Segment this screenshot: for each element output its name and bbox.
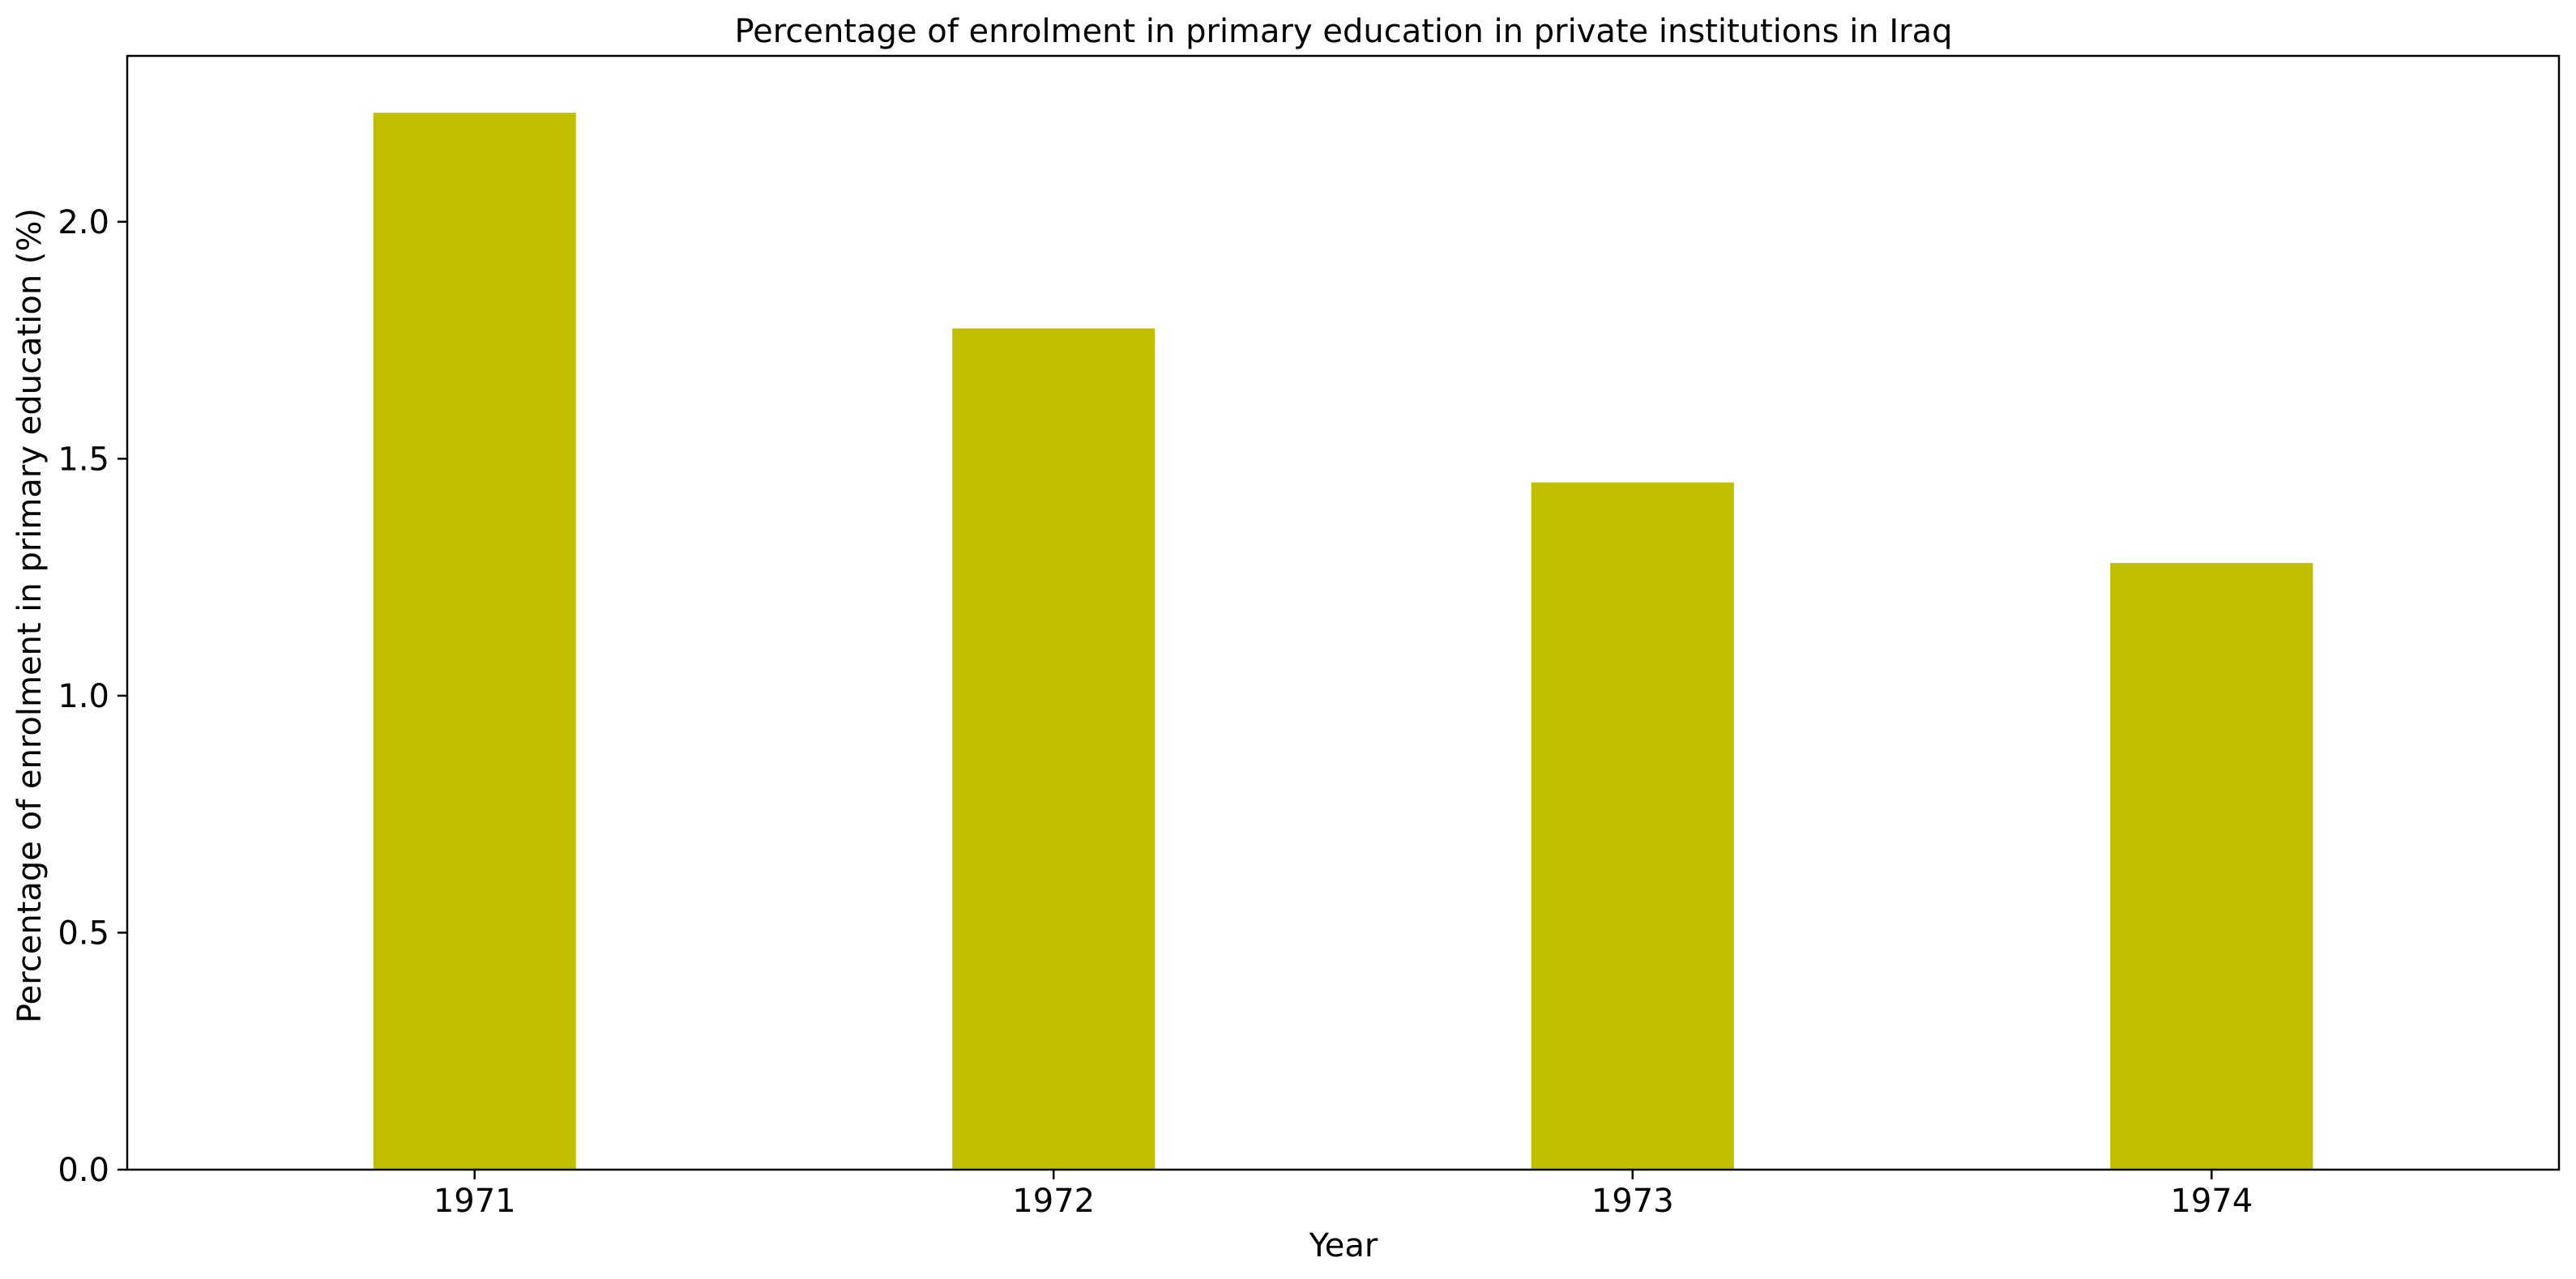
y-tick-label: 2.0	[58, 204, 109, 241]
x-tick-label: 1974	[2170, 1183, 2253, 1220]
x-tick-label: 1972	[1012, 1183, 1095, 1220]
bars-group	[373, 113, 2313, 1170]
bar-1974	[2110, 563, 2313, 1170]
y-tick-label: 1.5	[58, 441, 109, 478]
plot-area-frame	[126, 54, 2561, 1171]
bar-1972	[952, 328, 1156, 1170]
x-axis-label: Year	[1309, 1227, 1378, 1264]
bar-1971	[373, 113, 576, 1170]
y-tick-label: 0.5	[58, 914, 109, 952]
bar-1973	[1531, 482, 1734, 1170]
x-tick-label: 1971	[434, 1183, 516, 1220]
chart-title: Percentage of enrolment in primary educa…	[734, 13, 1952, 50]
y-tick-label: 0.0	[58, 1152, 109, 1189]
y-axis-label: Percentage of enrolment in primary educa…	[11, 208, 49, 1023]
x-axis-ticks: 1971 1972 1973 1974	[434, 1170, 2253, 1220]
x-tick-label: 1973	[1591, 1183, 1674, 1220]
y-axis-ticks: 0.0 0.5 1.0 1.5 2.0	[58, 204, 127, 1189]
y-tick-label: 1.0	[58, 678, 109, 715]
